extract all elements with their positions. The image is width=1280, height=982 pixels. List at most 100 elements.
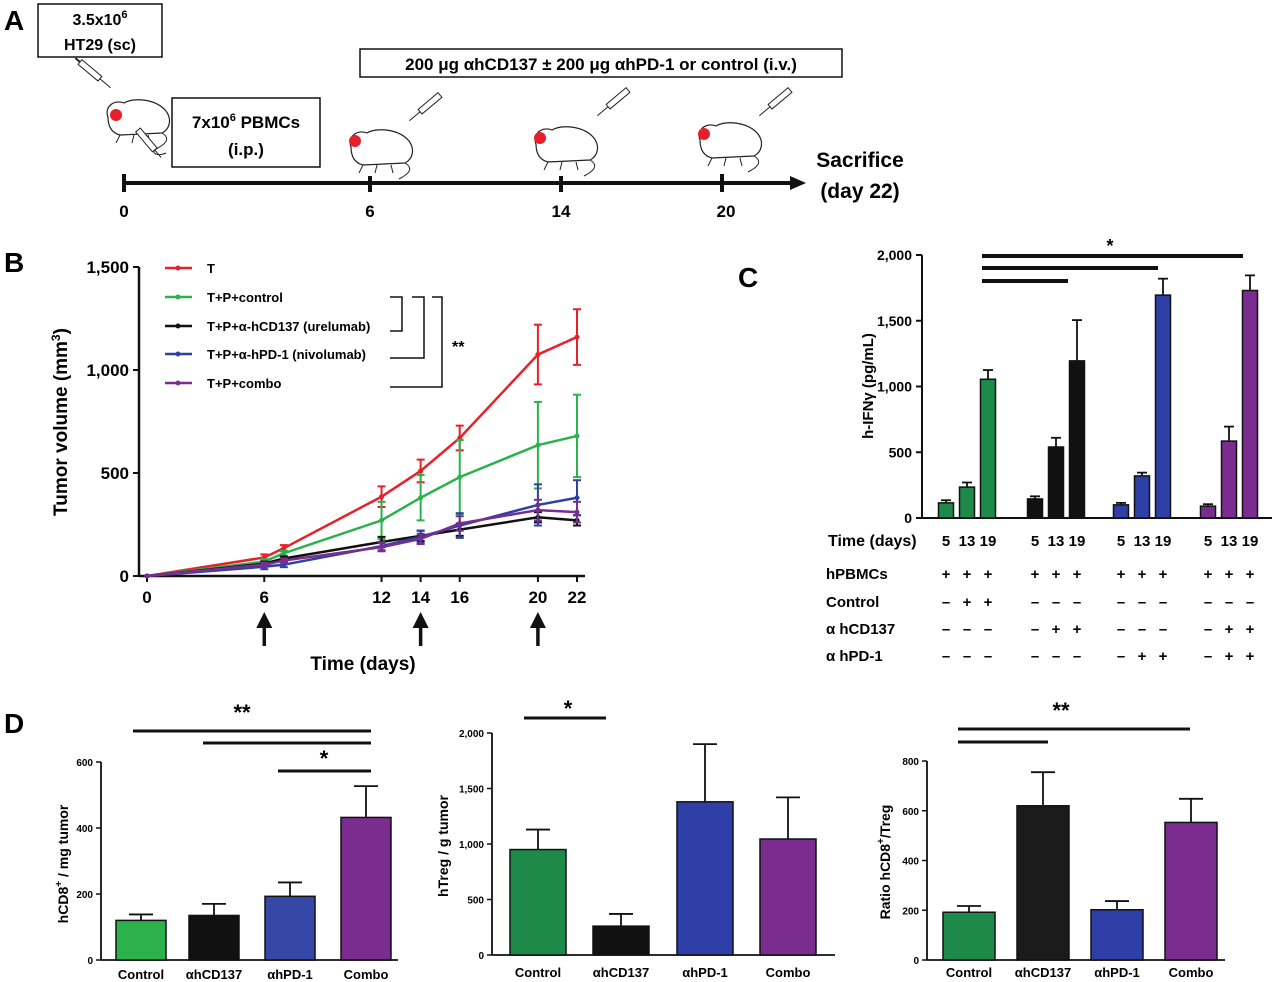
panel-b-x-tick-label: 20 xyxy=(528,588,547,607)
panel-b-legend: T T+P+control T+P+α-hCD137 (urelumab) T+P+α… xyxy=(165,261,370,391)
panel-d2-bar xyxy=(759,838,817,956)
panel-b-series-4-point xyxy=(418,536,424,542)
panel-b-x-tick-label: 22 xyxy=(568,588,587,607)
panel-c-time-value: 19 xyxy=(1069,533,1086,550)
panel-c-row-mark: – xyxy=(1246,594,1254,611)
panel-b-series-1-point xyxy=(574,433,580,439)
panel-b-xlabel: Time (days) xyxy=(310,654,415,675)
panel-d2-bar xyxy=(509,848,567,956)
tumor-box-line2: HT29 (sc) xyxy=(64,37,136,54)
panel-d2-ylabel: hTreg / g tumor xyxy=(435,795,451,897)
panel-d3-category-label: αhCD137 xyxy=(1015,965,1071,980)
panel-c-time-value: 13 xyxy=(959,533,976,550)
panel-c-row-mark: – xyxy=(963,648,971,665)
panel-b-x-tick-label: 16 xyxy=(450,588,469,607)
panel-c-row-mark: – xyxy=(1073,594,1081,611)
panel-b-dosing-arrowhead xyxy=(412,612,429,628)
panel-c-row-mark: + xyxy=(1225,566,1234,583)
panel-b-x-tick-label: 6 xyxy=(260,588,269,607)
treatment-label: 200 μg αhCD137 ± 200 μg αhPD-1 or contro… xyxy=(405,55,797,74)
panel-c-row-mark: – xyxy=(1225,594,1233,611)
panel-b-series-1-line xyxy=(146,434,578,578)
panel-c-row-mark: – xyxy=(1159,594,1167,611)
panel-c-row-mark: – xyxy=(1204,594,1212,611)
tumor-box-line1: 3.5x106 xyxy=(72,9,127,29)
panel-b-legend-marker xyxy=(175,265,181,271)
panel-c-significance: * xyxy=(1106,236,1113,256)
panel-c-bar xyxy=(1154,294,1172,519)
panel-c-row-mark: – xyxy=(942,594,950,611)
panel-label-c: C xyxy=(738,262,758,293)
panel-c-row-mark: – xyxy=(1117,648,1125,665)
panel-b-axes: 0 500 1,000 1,500 0 6 12 14 16 20 22 xyxy=(86,258,586,646)
panel-b-series-4-line xyxy=(146,508,578,578)
panel-c-row-mark: + xyxy=(1052,621,1061,638)
panel-c-time-value: 13 xyxy=(1048,533,1065,550)
panel-d1-bar xyxy=(340,816,392,961)
panel-c-row-mark: – xyxy=(1117,594,1125,611)
panel-d2-y-tick-label: 0 xyxy=(478,951,484,962)
sacrifice-label-line2: (day 22) xyxy=(820,180,899,203)
panel-d2-chart: 0 500 1,000 1,500 2,000 Control αhCD137 αhPD-1 C… xyxy=(459,729,835,980)
panel-b-x-tick-label: 14 xyxy=(411,588,430,607)
panel-b-y-tick-label: 1,500 xyxy=(86,258,129,277)
panel-c-row-mark: – xyxy=(1204,648,1212,665)
panel-b-series-0-point xyxy=(281,545,287,551)
panel-b-legend-marker xyxy=(175,294,181,300)
panel-c-row-mark: + xyxy=(1031,566,1040,583)
panel-c-row-label: hPBMCs xyxy=(826,566,888,583)
panel-b-series-3-line xyxy=(146,496,578,578)
panel-b-y-tick-label: 500 xyxy=(101,464,129,483)
panel-d2-category-label: αhCD137 xyxy=(593,965,649,980)
panel-d3-y-tick-label: 800 xyxy=(902,757,919,768)
panel-c-bar xyxy=(1047,446,1065,519)
panel-b-legend-label: T+P+α-hPD-1 (nivolumab) xyxy=(207,347,366,362)
panel-c-bar xyxy=(1199,505,1217,519)
panel-c-row-mark: – xyxy=(1204,621,1212,638)
panel-b-series-4-point xyxy=(281,558,287,564)
pbmc-box-line2: (i.p.) xyxy=(228,140,264,159)
panel-b-series-0-point xyxy=(418,468,424,474)
panel-d3-y-tick-label: 0 xyxy=(913,956,919,967)
panel-c-row-mark: + xyxy=(984,594,993,611)
syringe-icon xyxy=(597,86,631,117)
panel-d3-y-tick-label: 200 xyxy=(902,906,919,917)
panel-c-row-mark: + xyxy=(963,566,972,583)
panel-d3-category-label: αhPD-1 xyxy=(1094,965,1140,980)
panel-d1-significance-2: * xyxy=(320,746,329,771)
panel-b-series-1-point xyxy=(457,474,463,480)
panel-c-time-value: 13 xyxy=(1221,533,1238,550)
panel-b-legend-label: T+P+control xyxy=(207,290,283,305)
panel-d2-category-label: Combo xyxy=(766,965,811,980)
panel-d3-ylabel: Ratio hCD8+/Treg xyxy=(876,805,893,920)
panel-c-time-value: 5 xyxy=(942,533,950,550)
panel-d2-bar xyxy=(676,801,734,956)
panel-c-row-mark: – xyxy=(1073,648,1081,665)
panel-b-y-tick-label: 0 xyxy=(120,567,129,586)
panel-d3-bar xyxy=(1090,909,1144,961)
panel-c-bar xyxy=(1112,504,1130,519)
panel-c-row-mark: – xyxy=(1138,621,1146,638)
mouse-icon xyxy=(106,99,171,156)
panel-d1-category-label: αhPD-1 xyxy=(267,967,313,982)
panel-d2-category-label: αhPD-1 xyxy=(682,965,728,980)
timeline-label-0: 0 xyxy=(119,202,128,221)
panel-c-row-label: α hPD-1 xyxy=(826,648,883,665)
panel-c-bar xyxy=(979,378,997,519)
panel-d2-category-label: Control xyxy=(515,965,561,980)
panel-b-series-1-point xyxy=(535,442,541,448)
panel-d2-bar xyxy=(592,925,650,956)
panel-c-row-mark: – xyxy=(942,648,950,665)
panel-c-row-mark: + xyxy=(1246,621,1255,638)
panel-c-row-label: Control xyxy=(826,594,879,611)
panel-c-time-value: 13 xyxy=(1134,533,1151,550)
panel-b-significance-brackets xyxy=(390,296,443,388)
panel-c-time-value: 5 xyxy=(1204,533,1212,550)
panel-c-row-mark: + xyxy=(1246,648,1255,665)
panel-c-row-mark: – xyxy=(1159,621,1167,638)
panel-c-row-mark: + xyxy=(1225,621,1234,638)
syringe-icon xyxy=(134,127,162,158)
panel-d3-bar xyxy=(1164,821,1218,961)
panel-b-series-0-point xyxy=(574,334,580,340)
